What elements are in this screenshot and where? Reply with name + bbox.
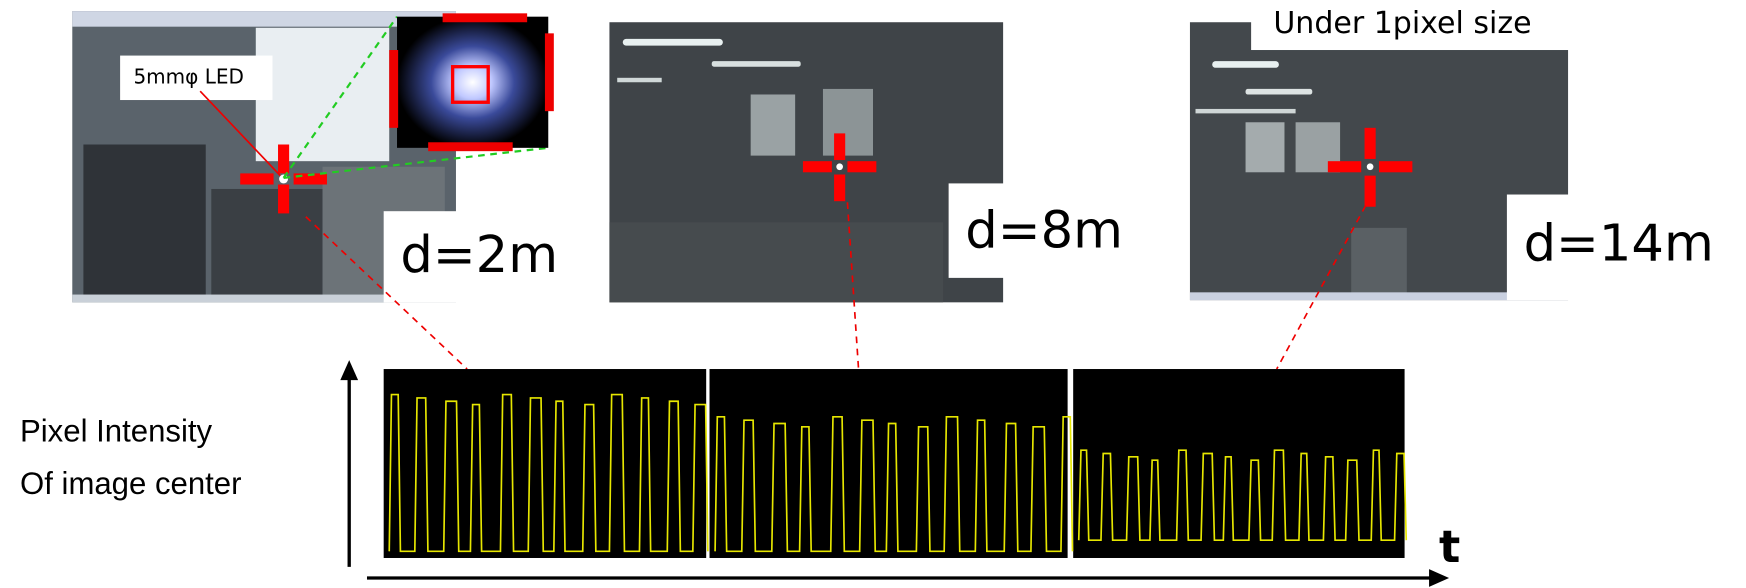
crosshair — [1327, 127, 1413, 207]
label-box — [948, 183, 1152, 278]
distance-label: d=14m — [1524, 215, 1714, 274]
label-box — [383, 211, 584, 303]
arrow-head — [1429, 569, 1450, 587]
axes — [347, 375, 1435, 580]
crosshair — [802, 133, 877, 202]
waveform — [1077, 449, 1408, 542]
distance-label: d=8m — [965, 201, 1123, 260]
distance-label: d=2m — [400, 226, 558, 285]
zoom-line — [282, 16, 398, 179]
note-label: Under 1pixel size — [1273, 6, 1531, 41]
led-label: 5mmφ LED — [133, 64, 243, 88]
y-axis-label: Pixel Intensity — [20, 414, 213, 449]
label-box — [1251, 0, 1602, 51]
link-lines — [305, 202, 1367, 370]
label-box — [120, 55, 273, 101]
intensity-plots — [383, 369, 1408, 558]
waveform — [714, 415, 1074, 553]
zoom-inset — [389, 13, 554, 152]
arrow-head — [340, 360, 359, 381]
y-axis-label: Of image center — [20, 466, 241, 501]
zoom-line — [283, 146, 549, 179]
x-axis-label: t — [1439, 522, 1460, 573]
waveform — [388, 393, 709, 553]
pointer — [199, 90, 281, 177]
label-box — [1506, 194, 1746, 301]
